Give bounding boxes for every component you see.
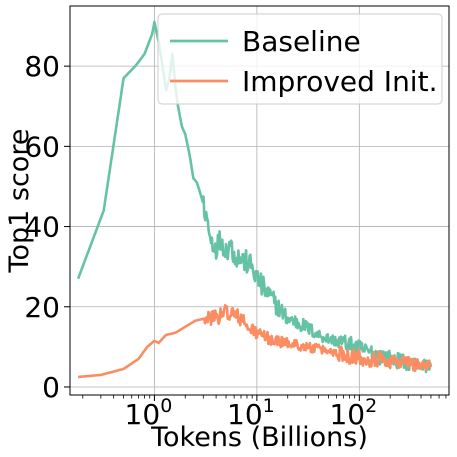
x-tick-base: 10 (329, 398, 365, 431)
series-layer (76, 20, 433, 379)
y-tick-label: 60 (24, 130, 60, 163)
x-tick-label: 102 (329, 395, 377, 431)
legend-label: Baseline (242, 25, 361, 58)
x-tick-exponent: 1 (263, 395, 275, 417)
series-line-baseline (76, 20, 433, 374)
x-tick-label: 101 (227, 395, 275, 431)
y-tick-label: 20 (24, 291, 60, 324)
x-tick-exponent: 0 (160, 395, 172, 417)
x-tick-exponent: 2 (365, 395, 377, 417)
y-tick-label: 40 (24, 211, 60, 244)
x-tick-base: 10 (125, 398, 161, 431)
legend-box (157, 13, 443, 105)
series-line-improved-init (77, 304, 432, 379)
legend-label: Improved Init. (242, 65, 437, 98)
y-tick-label: 0 (42, 371, 60, 404)
y-axis-label: Top1 score (4, 129, 35, 274)
legend: Baseline Improved Init. (157, 13, 443, 105)
x-tick-label: 100 (125, 395, 173, 431)
x-tick-base: 10 (227, 398, 263, 431)
y-tick-label: 80 (24, 50, 60, 83)
plot-frame (69, 5, 450, 396)
x-axis-label: Tokens (Billions) (150, 422, 368, 453)
